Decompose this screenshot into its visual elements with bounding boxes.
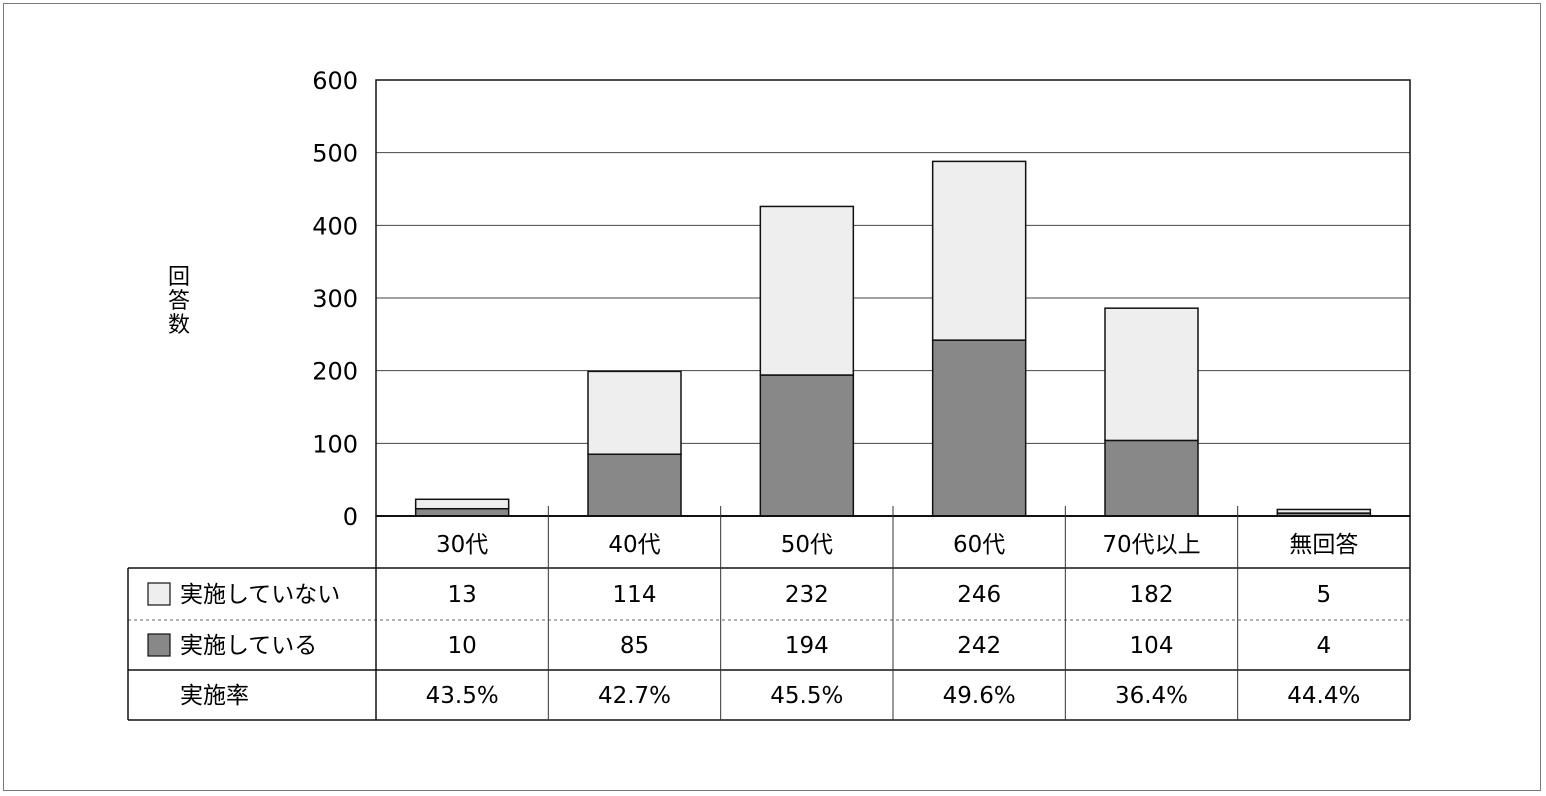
y-tick-label: 200 (312, 358, 358, 386)
bar-segment-not-implemented (759, 205, 855, 376)
bar-segment-implemented (759, 374, 855, 517)
bar-segment-implemented (587, 453, 682, 517)
data-label: 13 (448, 582, 477, 608)
bar-segment-not-implemented (587, 370, 682, 455)
bar-segment-not-implemented (1276, 508, 1372, 514)
rate-value: 45.5% (770, 683, 843, 709)
rate-value: 42.7% (598, 683, 671, 709)
chart-frame (3, 3, 1541, 791)
legend-label: 実施している (180, 633, 317, 659)
bar-segment-not-implemented (931, 160, 1027, 341)
rate-value: 43.5% (426, 683, 499, 709)
rate-value: 36.4% (1115, 683, 1188, 709)
data-label: 5 (1317, 582, 1332, 608)
data-label: 4 (1317, 633, 1332, 659)
data-label: 232 (785, 582, 829, 608)
bar-segment-not-implemented (414, 498, 510, 510)
rate-value: 49.6% (943, 683, 1016, 709)
data-label: 10 (448, 633, 477, 659)
data-label: 85 (620, 633, 649, 659)
data-label: 114 (613, 582, 657, 608)
data-label: 242 (957, 633, 1001, 659)
category-label: 70代以上 (1102, 532, 1200, 558)
legend-swatch-not-implemented (147, 582, 171, 606)
bar-segment-implemented (414, 507, 510, 517)
y-tick-label: 100 (312, 430, 358, 458)
data-label: 182 (1130, 582, 1174, 608)
bar-segment-implemented (1104, 439, 1199, 517)
legend-swatch-implemented (147, 633, 171, 657)
rate-row-label: 実施率 (180, 683, 249, 709)
category-label: 50代 (781, 532, 833, 558)
data-label: 246 (957, 582, 1001, 608)
category-label: 30代 (436, 532, 488, 558)
category-label: 40代 (608, 532, 660, 558)
y-axis-label: 回答数 (168, 265, 190, 338)
data-label: 194 (785, 633, 829, 659)
y-tick-label: 400 (312, 212, 358, 240)
y-tick-label: 300 (312, 285, 358, 313)
bar-segment-not-implemented (1104, 307, 1199, 442)
y-tick-label: 600 (312, 67, 358, 95)
rate-value: 44.4% (1287, 683, 1360, 709)
y-tick-label: 500 (312, 140, 358, 168)
y-tick-label: 0 (343, 503, 358, 531)
category-label: 60代 (953, 532, 1005, 558)
data-label: 104 (1130, 633, 1174, 659)
legend-label: 実施していない (180, 582, 340, 608)
category-label: 無回答 (1289, 532, 1358, 558)
bar-segment-implemented (931, 339, 1027, 517)
